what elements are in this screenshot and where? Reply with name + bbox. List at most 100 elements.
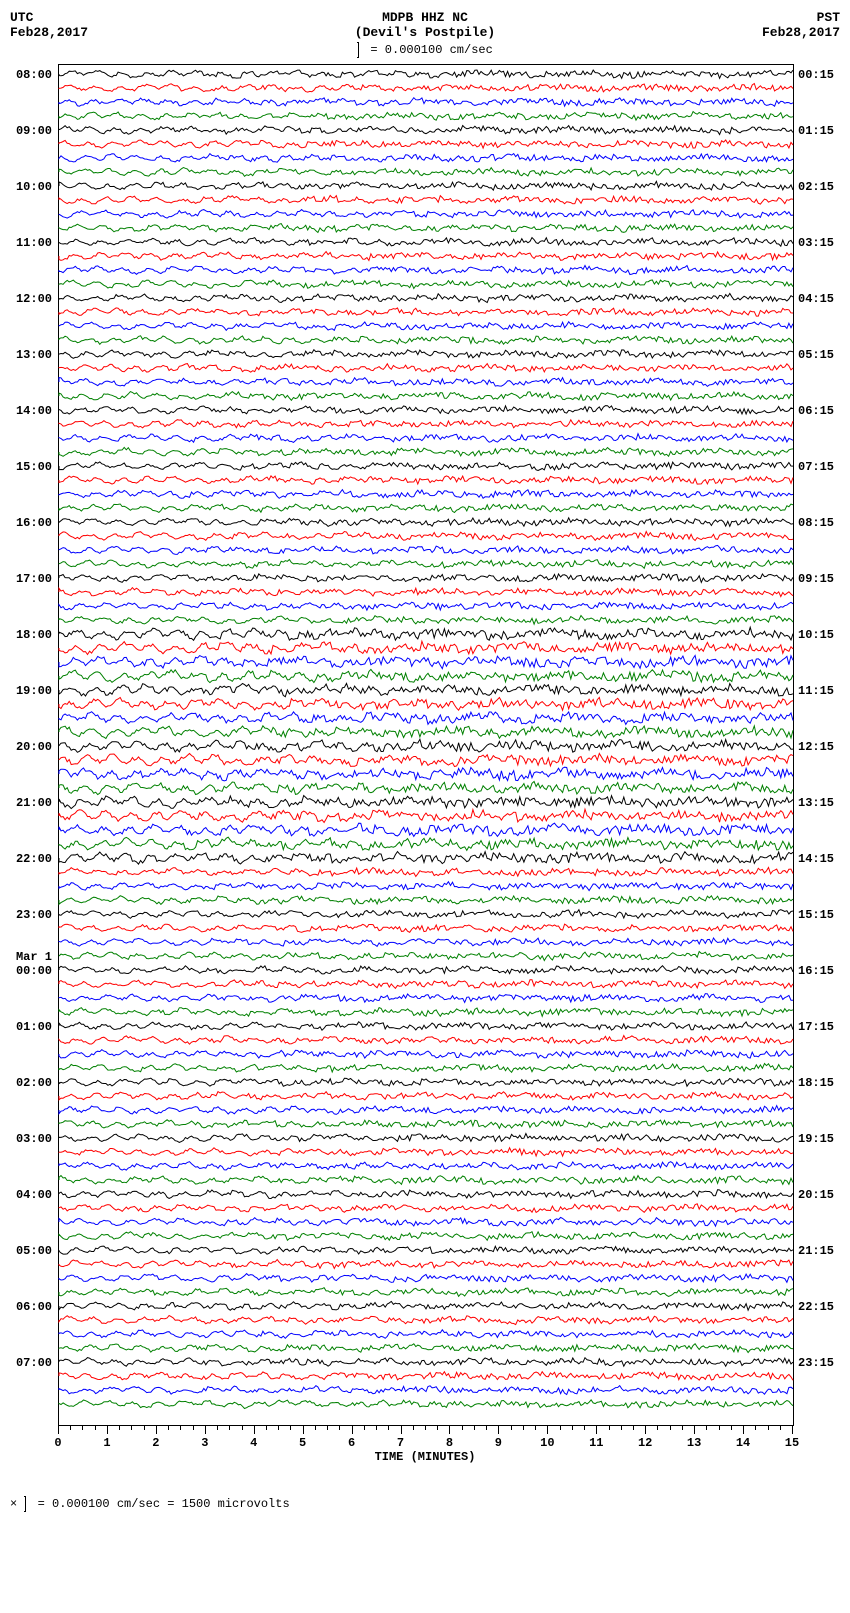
scale-indicator: = 0.000100 cm/sec xyxy=(100,42,750,58)
footer-text: = 0.000100 cm/sec = 1500 microvolts xyxy=(38,1497,290,1511)
x-tick xyxy=(107,1426,108,1434)
seismic-trace xyxy=(59,627,793,641)
seismic-trace xyxy=(59,655,793,669)
seismic-trace xyxy=(59,67,793,81)
seismic-trace xyxy=(59,1257,793,1271)
seismic-trace xyxy=(59,809,793,823)
seismic-trace xyxy=(59,333,793,347)
utc-hour-label: 15:00 xyxy=(10,460,52,474)
seismic-trace xyxy=(59,1117,793,1131)
header-center: MDPB HHZ NC (Devil's Postpile) = 0.00010… xyxy=(100,10,750,58)
header-left: UTC Feb28,2017 xyxy=(10,10,100,40)
x-minor-tick xyxy=(755,1426,756,1430)
x-tick xyxy=(694,1426,695,1434)
x-tick xyxy=(547,1426,548,1434)
utc-hour-label: 11:00 xyxy=(10,236,52,250)
x-minor-tick xyxy=(278,1426,279,1430)
seismic-trace xyxy=(59,221,793,235)
seismic-trace xyxy=(59,1047,793,1061)
pst-hour-label: 20:15 xyxy=(798,1188,834,1202)
left-tz-label: UTC xyxy=(10,10,100,25)
seismic-trace xyxy=(59,95,793,109)
pst-hour-label: 19:15 xyxy=(798,1132,834,1146)
seismic-trace xyxy=(59,235,793,249)
seismic-trace xyxy=(59,669,793,683)
seismic-trace xyxy=(59,305,793,319)
seismic-trace xyxy=(59,1383,793,1397)
x-minor-tick xyxy=(462,1426,463,1430)
header: UTC Feb28,2017 MDPB HHZ NC (Devil's Post… xyxy=(10,10,840,58)
station-code: MDPB HHZ NC xyxy=(100,10,750,25)
seismic-trace xyxy=(59,263,793,277)
x-minor-tick xyxy=(511,1426,512,1430)
seismic-trace xyxy=(59,739,793,753)
seismic-trace xyxy=(59,389,793,403)
x-minor-tick xyxy=(242,1426,243,1430)
utc-hour-label: 10:00 xyxy=(10,180,52,194)
x-tick xyxy=(205,1426,206,1434)
seismic-trace xyxy=(59,123,793,137)
utc-hour-label: 21:00 xyxy=(10,796,52,810)
utc-hour-label: 19:00 xyxy=(10,684,52,698)
seismic-trace xyxy=(59,781,793,795)
seismic-trace xyxy=(59,977,793,991)
seismic-trace xyxy=(59,599,793,613)
seismic-trace xyxy=(59,515,793,529)
x-minor-tick xyxy=(229,1426,230,1430)
x-tick xyxy=(254,1426,255,1434)
x-tick-label: 15 xyxy=(785,1436,799,1450)
x-minor-tick xyxy=(633,1426,634,1430)
seismic-trace xyxy=(59,543,793,557)
pst-hour-label: 22:15 xyxy=(798,1300,834,1314)
seismic-trace xyxy=(59,459,793,473)
seismic-trace xyxy=(59,725,793,739)
seismic-trace xyxy=(59,1145,793,1159)
x-tick xyxy=(401,1426,402,1434)
footer-scale-bar-icon xyxy=(24,1496,26,1512)
seismic-trace xyxy=(59,1005,793,1019)
x-tick-label: 4 xyxy=(250,1436,257,1450)
pst-hour-label: 07:15 xyxy=(798,460,834,474)
seismic-trace xyxy=(59,1229,793,1243)
pst-hour-label: 08:15 xyxy=(798,516,834,530)
station-name: (Devil's Postpile) xyxy=(100,25,750,40)
seismic-trace xyxy=(59,249,793,263)
seismic-trace xyxy=(59,1341,793,1355)
seismic-trace xyxy=(59,1187,793,1201)
seismic-trace xyxy=(59,1061,793,1075)
utc-hour-label: 23:00 xyxy=(10,908,52,922)
seismic-trace xyxy=(59,921,793,935)
x-minor-tick xyxy=(657,1426,658,1430)
pst-hour-label: 15:15 xyxy=(798,908,834,922)
pst-hour-label: 01:15 xyxy=(798,124,834,138)
utc-hour-label: 05:00 xyxy=(10,1244,52,1258)
seismic-trace xyxy=(59,963,793,977)
scale-text: = 0.000100 cm/sec xyxy=(370,43,492,57)
pst-hour-label: 06:15 xyxy=(798,404,834,418)
utc-hour-label: 18:00 xyxy=(10,628,52,642)
x-tick-label: 8 xyxy=(446,1436,453,1450)
seismic-trace xyxy=(59,851,793,865)
x-minor-tick xyxy=(572,1426,573,1430)
seismic-trace xyxy=(59,613,793,627)
seismic-trace xyxy=(59,1327,793,1341)
utc-hour-label: 03:00 xyxy=(10,1132,52,1146)
utc-hour-label: 12:00 xyxy=(10,292,52,306)
x-tick xyxy=(58,1426,59,1434)
utc-hour-label: 06:00 xyxy=(10,1300,52,1314)
seismogram-container: UTC Feb28,2017 MDPB HHZ NC (Devil's Post… xyxy=(10,10,840,1512)
x-tick-label: 2 xyxy=(152,1436,159,1450)
x-tick xyxy=(743,1426,744,1434)
seismic-trace xyxy=(59,1369,793,1383)
helicorder-plot xyxy=(58,64,794,1426)
x-minor-tick xyxy=(768,1426,769,1430)
x-tick-label: 5 xyxy=(299,1436,306,1450)
seismic-trace xyxy=(59,473,793,487)
seismic-trace xyxy=(59,361,793,375)
x-minor-tick xyxy=(560,1426,561,1430)
seismic-trace xyxy=(59,823,793,837)
x-minor-tick xyxy=(670,1426,671,1430)
x-minor-tick xyxy=(290,1426,291,1430)
seismic-trace xyxy=(59,795,793,809)
seismic-trace xyxy=(59,879,793,893)
